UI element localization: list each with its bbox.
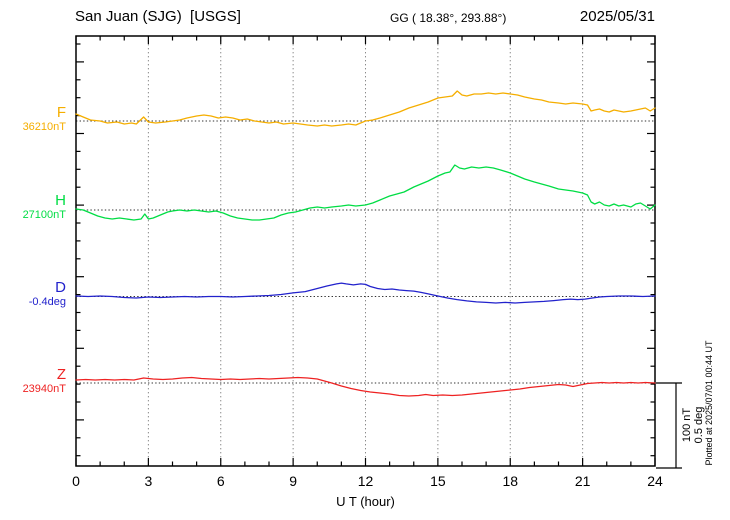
scale-bar — [656, 382, 682, 469]
x-tick-label: 6 — [217, 473, 225, 489]
scale-bar-label-nt: 100 nT — [681, 407, 693, 443]
geographic-coordinates: GG ( 18.38°, 293.88°) — [390, 11, 507, 25]
channel-label-H: H 27100nT — [0, 193, 68, 222]
x-tick-label: 12 — [358, 473, 374, 489]
channel-baseline-Z: 23940nT — [22, 383, 66, 395]
x-ticks — [75, 36, 656, 466]
series-F — [75, 90, 656, 127]
y-ticks — [76, 43, 655, 457]
station-title: San Juan (SJG) [USGS] — [75, 8, 241, 25]
x-tick-label: 15 — [430, 473, 446, 489]
x-tick-label: 9 — [289, 473, 297, 489]
channel-label-D: D -0.4deg — [0, 280, 68, 309]
plotted-timestamp: Plotted at 2025/07/01 00:44 UT — [704, 340, 714, 466]
channel-baseline-F: 36210nT — [22, 121, 66, 133]
x-axis-title: U T (hour) — [336, 494, 395, 509]
channel-baselines — [76, 120, 655, 384]
channel-baseline-D: -0.4deg — [28, 296, 66, 308]
channel-label-F: F 36210nT — [0, 105, 68, 134]
x-tick-labels: 0 3 6 9 12 15 18 21 24 — [72, 473, 663, 489]
x-tick-label: 18 — [502, 473, 518, 489]
series-Z — [75, 376, 656, 397]
channel-letter-D: D — [55, 279, 66, 296]
x-tick-label: 0 — [72, 473, 80, 489]
channel-letter-Z: Z — [56, 366, 66, 383]
series-H — [75, 164, 656, 221]
channel-label-Z: Z 23940nT — [0, 367, 68, 396]
x-tick-label: 21 — [575, 473, 591, 489]
plot-date: 2025/05/31 — [579, 8, 655, 25]
channel-baseline-H: 27100nT — [22, 209, 66, 221]
x-tick-label: 24 — [647, 473, 663, 489]
channel-letter-H: H — [55, 192, 66, 209]
gridlines — [147, 36, 584, 466]
channel-letter-F: F — [56, 104, 66, 121]
series-D — [75, 282, 656, 304]
x-tick-label: 3 — [144, 473, 152, 489]
